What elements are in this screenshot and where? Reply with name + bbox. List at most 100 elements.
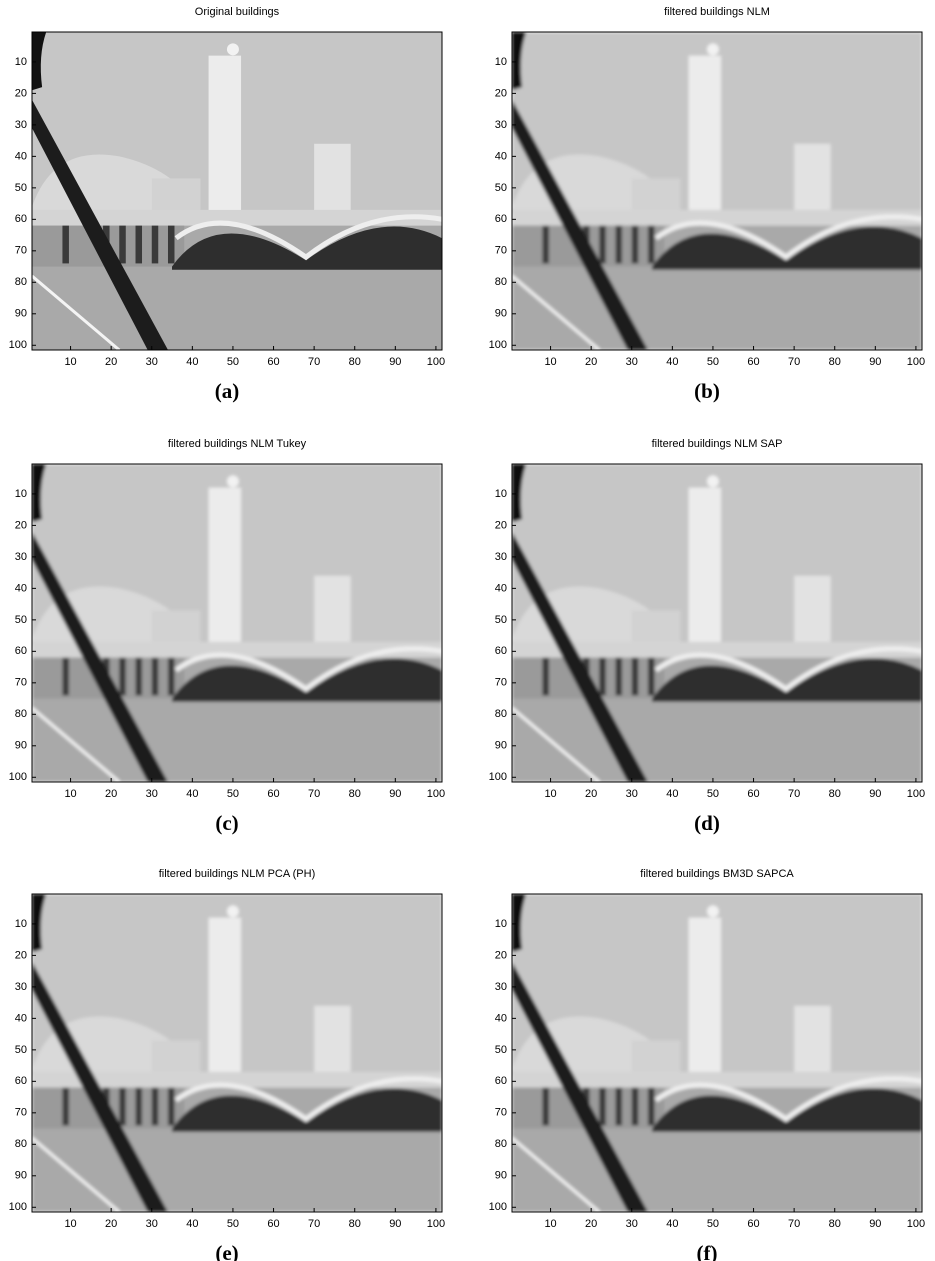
y-tick-label: 30 bbox=[15, 119, 27, 131]
y-tick-label: 100 bbox=[489, 1201, 507, 1213]
x-tick-label: 70 bbox=[788, 356, 800, 368]
low-building bbox=[152, 178, 201, 213]
panel: filtered buildings NLM SAP(d)10203040506… bbox=[489, 438, 925, 835]
x-tick-label: 100 bbox=[907, 1218, 925, 1230]
y-tick-label: 60 bbox=[495, 1075, 507, 1087]
x-tick-label: 40 bbox=[186, 356, 198, 368]
column bbox=[632, 226, 638, 264]
tower-ball bbox=[707, 43, 719, 55]
y-tick-label: 70 bbox=[495, 1107, 507, 1119]
panel-title: filtered buildings NLM bbox=[664, 6, 770, 18]
tower bbox=[689, 56, 721, 213]
y-tick-label: 10 bbox=[15, 488, 27, 500]
panel-title: filtered buildings NLM Tukey bbox=[168, 438, 307, 450]
image-content bbox=[510, 32, 922, 350]
x-tick-label: 30 bbox=[146, 356, 158, 368]
x-tick-label: 60 bbox=[747, 1218, 759, 1230]
x-tick-label: 20 bbox=[585, 1218, 597, 1230]
column bbox=[62, 658, 68, 696]
x-tick-label: 90 bbox=[389, 356, 401, 368]
image bbox=[510, 32, 922, 350]
x-tick-label: 50 bbox=[227, 788, 239, 800]
column bbox=[648, 658, 654, 696]
right-building bbox=[314, 576, 351, 645]
x-tick-label: 90 bbox=[869, 1218, 881, 1230]
x-tick-label: 90 bbox=[869, 788, 881, 800]
column bbox=[62, 1088, 68, 1126]
x-tick-label: 80 bbox=[349, 788, 361, 800]
y-tick-label: 60 bbox=[15, 645, 27, 657]
x-tick-label: 50 bbox=[707, 1218, 719, 1230]
y-tick-label: 40 bbox=[15, 1012, 27, 1024]
x-tick-label: 20 bbox=[105, 788, 117, 800]
y-tick-label: 70 bbox=[15, 245, 27, 257]
y-tick-label: 80 bbox=[495, 708, 507, 720]
tower-ball bbox=[227, 905, 239, 917]
column bbox=[599, 658, 605, 696]
x-tick-label: 20 bbox=[105, 1218, 117, 1230]
column bbox=[616, 226, 622, 264]
low-building bbox=[632, 610, 681, 645]
y-tick-label: 90 bbox=[495, 1170, 507, 1182]
column bbox=[136, 226, 142, 264]
x-tick-label: 40 bbox=[666, 1218, 678, 1230]
y-tick-label: 30 bbox=[15, 981, 27, 993]
x-tick-label: 100 bbox=[427, 356, 445, 368]
x-tick-label: 90 bbox=[869, 356, 881, 368]
column bbox=[648, 226, 654, 264]
column bbox=[542, 226, 548, 264]
low-building bbox=[632, 1040, 681, 1075]
image-content bbox=[510, 894, 922, 1212]
column bbox=[62, 226, 68, 264]
y-tick-label: 30 bbox=[495, 551, 507, 563]
tower bbox=[209, 488, 241, 645]
image bbox=[30, 32, 442, 350]
tower-ball bbox=[227, 43, 239, 55]
y-tick-label: 90 bbox=[495, 740, 507, 752]
tower-ball bbox=[227, 475, 239, 487]
x-tick-label: 30 bbox=[146, 788, 158, 800]
y-tick-label: 30 bbox=[495, 981, 507, 993]
panel-caption: (f) bbox=[697, 1241, 718, 1261]
column bbox=[152, 658, 158, 696]
x-tick-label: 10 bbox=[544, 788, 556, 800]
x-tick-label: 80 bbox=[829, 356, 841, 368]
column bbox=[168, 658, 174, 696]
figure: Original buildings(a)1020304050607080901… bbox=[0, 0, 935, 1261]
y-tick-label: 80 bbox=[495, 1138, 507, 1150]
x-tick-label: 60 bbox=[747, 788, 759, 800]
x-tick-label: 60 bbox=[267, 356, 279, 368]
y-tick-label: 60 bbox=[15, 1075, 27, 1087]
panel-caption: (d) bbox=[694, 811, 720, 835]
y-tick-label: 100 bbox=[9, 771, 27, 783]
y-tick-label: 100 bbox=[489, 339, 507, 351]
y-tick-label: 80 bbox=[495, 276, 507, 288]
image-content bbox=[30, 464, 442, 782]
low-building bbox=[152, 1040, 201, 1075]
x-tick-label: 50 bbox=[227, 356, 239, 368]
x-tick-label: 50 bbox=[707, 356, 719, 368]
x-tick-label: 10 bbox=[64, 788, 76, 800]
column bbox=[168, 1088, 174, 1126]
x-tick-label: 70 bbox=[788, 1218, 800, 1230]
right-building bbox=[794, 1006, 831, 1075]
column bbox=[632, 658, 638, 696]
y-tick-label: 20 bbox=[15, 87, 27, 99]
image-content bbox=[30, 32, 442, 350]
tower bbox=[209, 56, 241, 213]
image bbox=[30, 894, 442, 1212]
x-tick-label: 10 bbox=[544, 1218, 556, 1230]
y-tick-label: 50 bbox=[495, 182, 507, 194]
x-tick-label: 20 bbox=[585, 788, 597, 800]
y-tick-label: 100 bbox=[489, 771, 507, 783]
x-tick-label: 30 bbox=[626, 356, 638, 368]
y-tick-label: 50 bbox=[15, 1044, 27, 1056]
x-tick-label: 80 bbox=[349, 1218, 361, 1230]
y-tick-label: 60 bbox=[495, 213, 507, 225]
x-tick-label: 40 bbox=[666, 356, 678, 368]
x-tick-label: 70 bbox=[308, 356, 320, 368]
x-tick-label: 100 bbox=[427, 788, 445, 800]
